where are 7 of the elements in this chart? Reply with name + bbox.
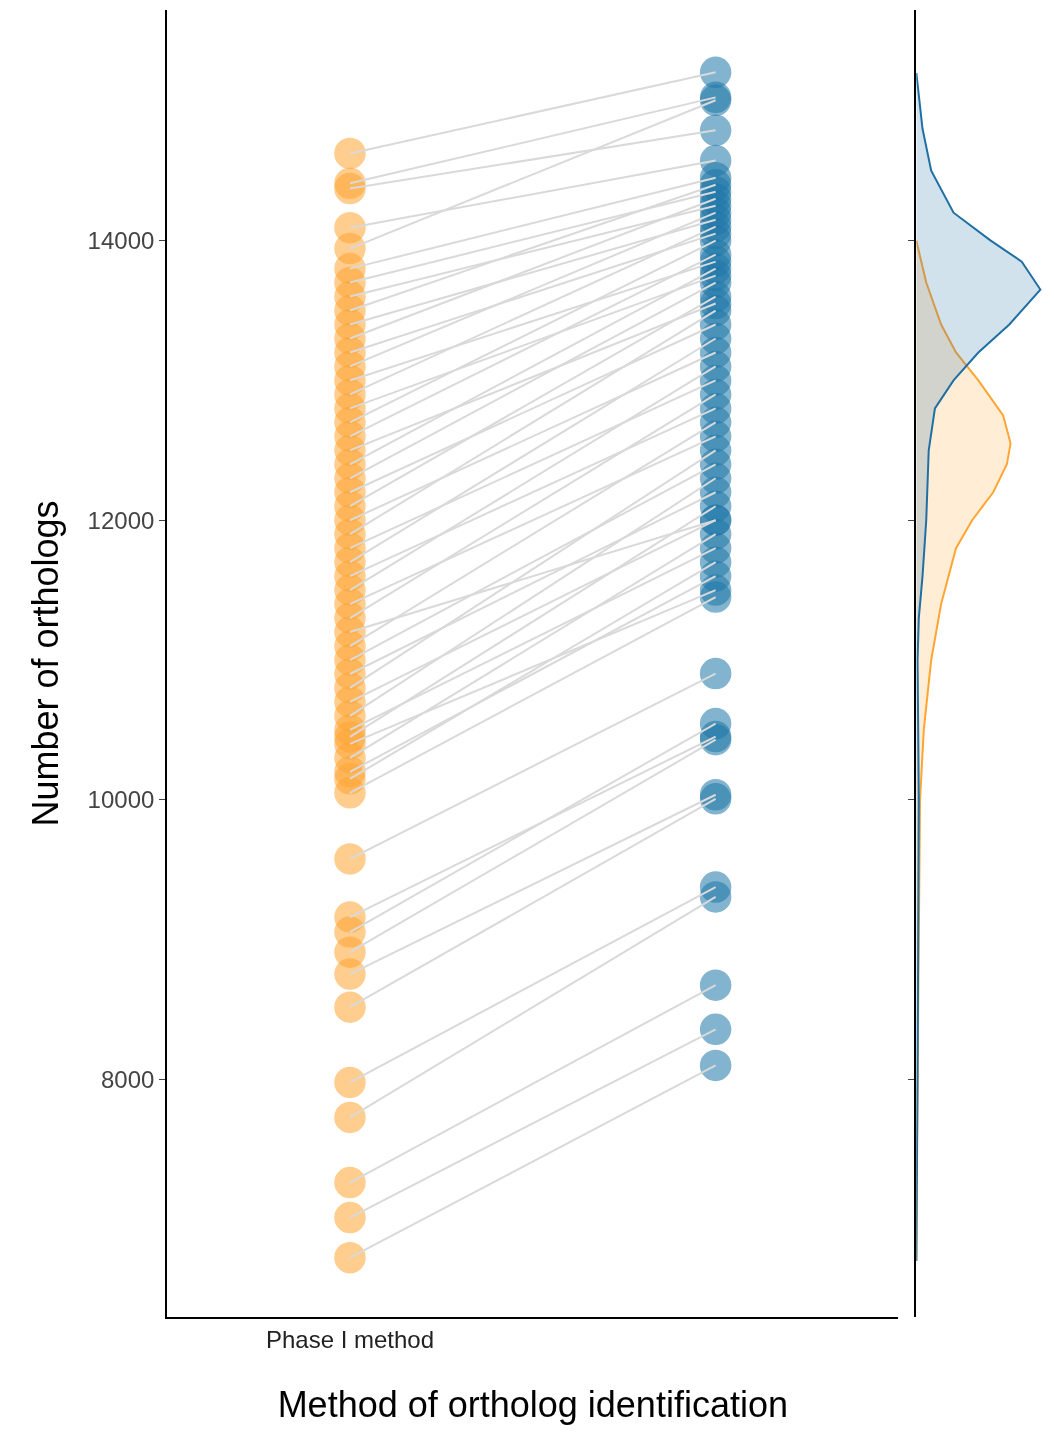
y-axis-title: Number of orthologs	[25, 500, 66, 827]
y-tick-label: 14000	[87, 227, 155, 255]
x-axis-title: Method of ortholog identification	[277, 1384, 788, 1425]
y-tick-label: 8000	[100, 1065, 155, 1093]
y-tick-label: 12000	[87, 506, 155, 534]
y-tick-label: 10000	[87, 786, 155, 814]
x-tick-label: Phase I method	[265, 1325, 435, 1353]
